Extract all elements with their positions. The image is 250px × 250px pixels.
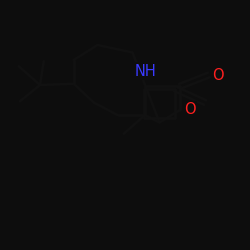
Text: NH: NH [134,64,156,79]
Text: O: O [212,68,224,82]
Text: O: O [184,102,196,118]
